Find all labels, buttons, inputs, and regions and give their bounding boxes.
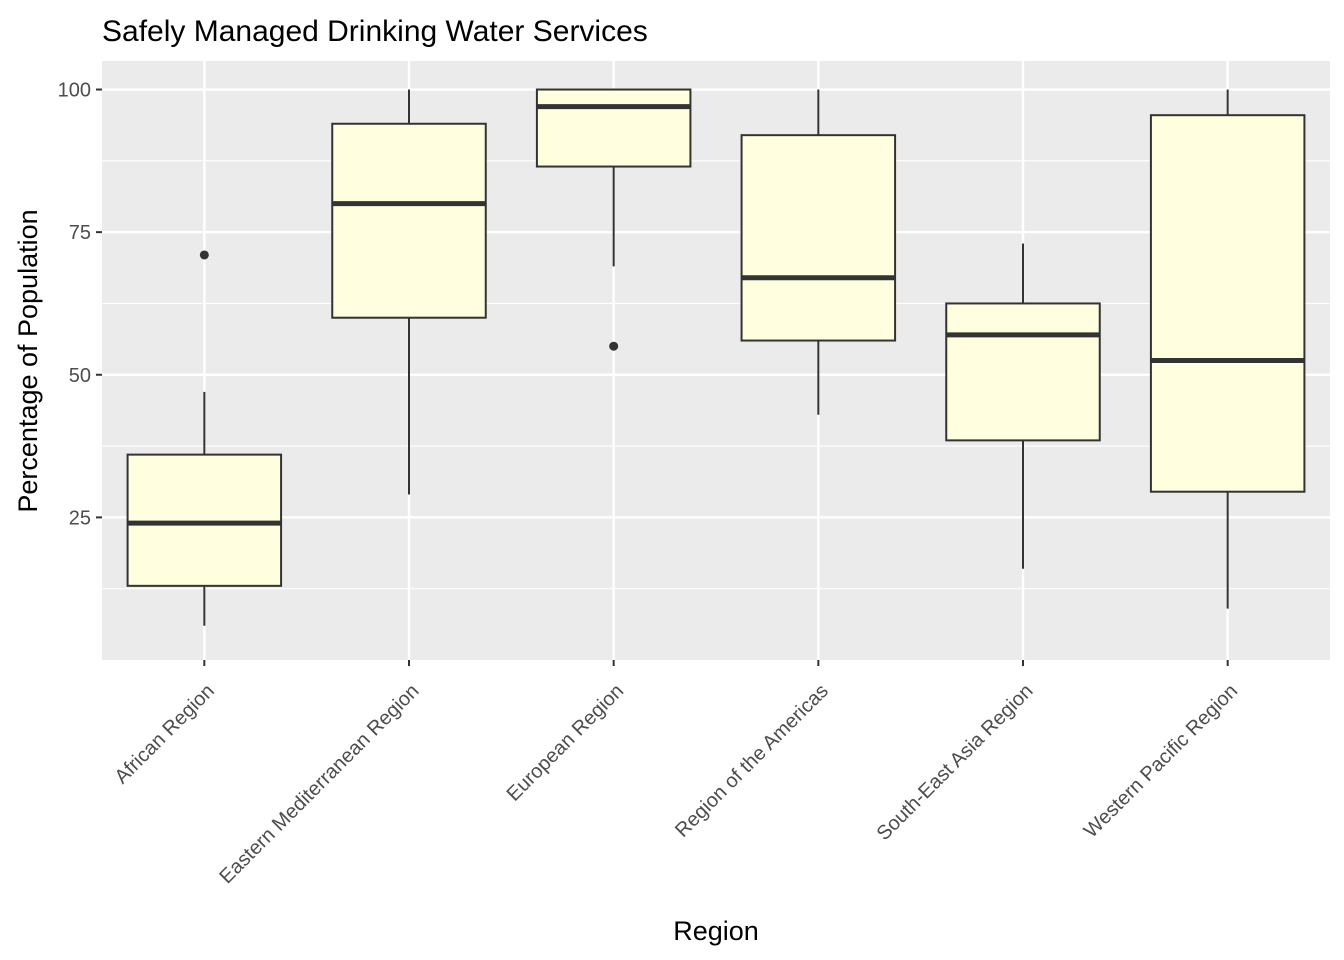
outlier-point: [199, 250, 209, 260]
box: [126, 453, 283, 587]
box: [1149, 114, 1306, 493]
x-tick-label: African Region: [111, 680, 219, 788]
x-axis-title: Region: [673, 916, 759, 946]
box: [740, 134, 897, 342]
box: [331, 122, 487, 319]
x-tick-label: South-East Asia Region: [873, 680, 1038, 845]
x-tick-label: Region of the Americas: [671, 680, 833, 842]
box-plots: [126, 88, 1306, 626]
y-tick-label: 50: [69, 365, 91, 387]
y-axis-title: Percentage of Population: [13, 209, 43, 512]
chart-title: Safely Managed Drinking Water Services: [102, 15, 648, 48]
y-tick-label: 25: [69, 507, 91, 529]
x-tick-label: Western Pacific Region: [1080, 680, 1242, 842]
outlier-point: [609, 341, 619, 351]
plot-panel: [102, 61, 1330, 660]
y-tick-label: 100: [58, 80, 91, 102]
y-tick-label: 75: [69, 222, 91, 244]
box: [945, 302, 1101, 442]
x-tick-label: European Region: [503, 680, 629, 806]
box: [535, 88, 692, 168]
x-tick-label: Eastern Mediterranean Region: [215, 680, 423, 888]
